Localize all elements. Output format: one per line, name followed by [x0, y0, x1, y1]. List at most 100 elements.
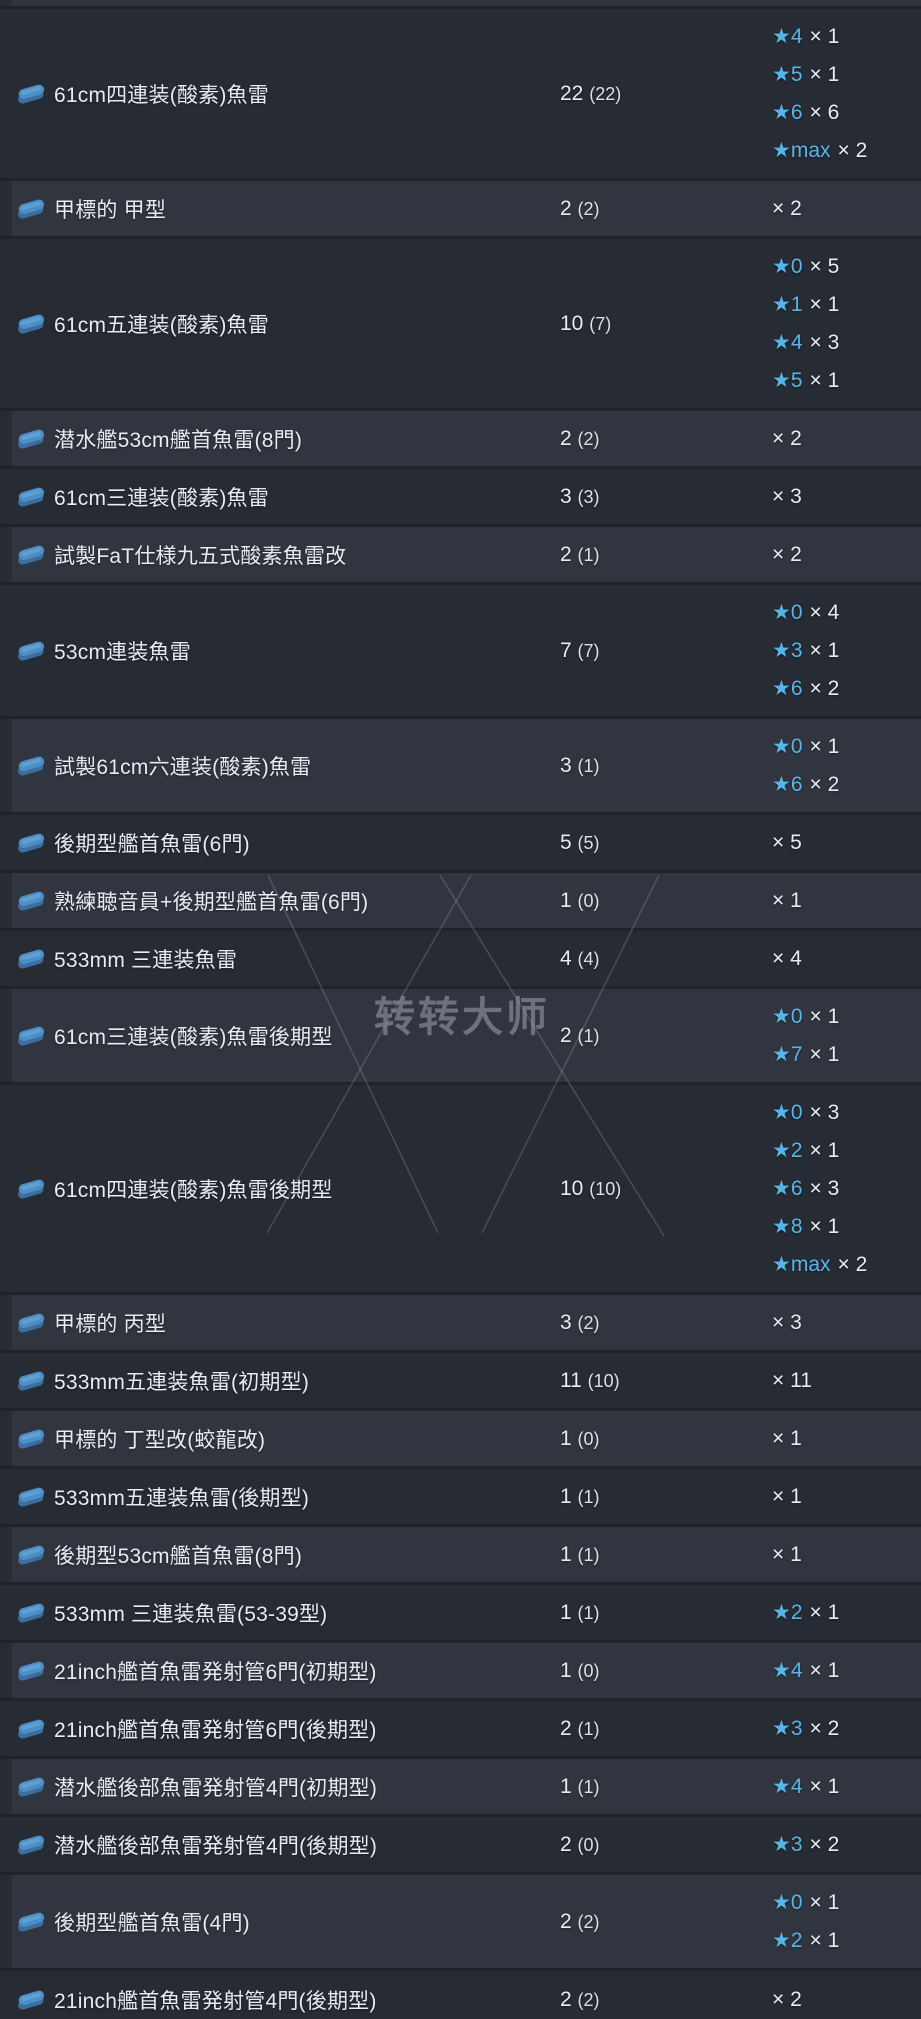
count-total: 4	[560, 946, 572, 970]
star-level-list: ★0 × 5 ★1 × 1 ★4 × 3 ★5 × 1	[772, 248, 921, 400]
equipment-count: 10 (10)	[560, 1177, 772, 1201]
equipment-name: 甲標的 丁型改(蛟龍改)	[54, 1428, 266, 1452]
star-level-list: ★2 × 1	[772, 1594, 921, 1632]
star-level-list: × 11	[772, 1362, 921, 1400]
star-level-entry: × 1	[772, 882, 921, 920]
equipment-row: 61cm五連装(酸素)魚雷 10 (7) ★0 × 5 ★1 × 1 ★4 × 3 ★5 × …	[0, 239, 921, 411]
equipment-count: 2 (1)	[560, 543, 772, 567]
torpedo-icon	[14, 638, 54, 664]
equipment-count: 1 (1)	[560, 1485, 772, 1509]
equipment-name: 61cm三連装(酸素)魚雷後期型	[54, 1025, 333, 1049]
equipment-name: 後期型艦首魚雷(4門)	[54, 1911, 250, 1935]
count-total: 7	[560, 638, 572, 662]
torpedo-icon	[14, 1909, 54, 1935]
star-level: ★4	[772, 1658, 803, 1682]
star-quantity: × 1	[809, 292, 840, 316]
count-locked-note: (4)	[577, 948, 600, 969]
equipment-count: 1 (1)	[560, 1775, 772, 1799]
star-quantity: × 1	[772, 888, 802, 912]
count-locked-note: (1)	[577, 1776, 600, 1797]
equipment-count: 2 (2)	[560, 197, 772, 221]
torpedo-icon	[14, 1987, 54, 2013]
star-quantity: × 2	[809, 1832, 840, 1856]
star-quantity: × 2	[772, 1988, 802, 2011]
equipment-name: 61cm四連装(酸素)魚雷後期型	[54, 1178, 333, 1202]
equipment-row: 61cm四連装(酸素)魚雷 22 (22) ★4 × 1 ★5 × 1 ★6 × 6 ★ma…	[0, 9, 921, 181]
equipment-name: 21inch艦首魚雷発射管4門(後期型)	[54, 1990, 377, 2013]
equipment-name: 潜水艦後部魚雷発射管4門(初期型)	[54, 1776, 378, 1800]
star-quantity: × 11	[772, 1368, 812, 1392]
star-quantity: × 1	[809, 734, 840, 758]
count-locked-note: (0)	[577, 1660, 600, 1681]
count-total: 2	[560, 1023, 572, 1047]
equipment-count: 1 (0)	[560, 1659, 772, 1683]
star-level-entry: ★0 × 1	[772, 728, 921, 766]
star-quantity: × 3	[772, 1310, 802, 1334]
equipment-count: 5 (5)	[560, 831, 772, 855]
star-level-list: ★4 × 1 ★5 × 1 ★6 × 6 ★max × 2	[772, 18, 921, 170]
equipment-row: 後期型艦首魚雷(4門) 2 (2) ★0 × 1 ★2 × 1	[0, 1875, 921, 1971]
star-quantity: × 1	[809, 1042, 840, 1066]
star-level-entry: ★8 × 1	[772, 1208, 921, 1246]
count-locked-note: (0)	[577, 890, 600, 911]
star-level: ★2	[772, 1138, 803, 1162]
star-quantity: × 2	[772, 196, 802, 220]
count-total: 2	[560, 1716, 572, 1740]
star-level-entry: ★4 × 1	[772, 1652, 921, 1690]
star-quantity: × 1	[772, 1484, 802, 1508]
star-quantity: × 2	[772, 542, 802, 566]
torpedo-icon	[14, 1600, 54, 1626]
torpedo-icon	[14, 426, 54, 452]
equipment-name: 21inch艦首魚雷発射管6門(後期型)	[54, 1718, 377, 1742]
equipment-count: 1 (0)	[560, 889, 772, 913]
torpedo-icon	[14, 946, 54, 972]
star-quantity: × 4	[772, 946, 802, 970]
count-total: 22	[560, 81, 584, 105]
equipment-row: 甲標的 丙型 3 (2) × 3	[0, 1295, 921, 1353]
torpedo-icon	[14, 1426, 54, 1452]
count-total: 1	[560, 888, 572, 912]
star-level-list: × 2	[772, 190, 921, 228]
equipment-row: 潜水艦後部魚雷発射管4門(初期型) 1 (1) ★4 × 1	[0, 1759, 921, 1817]
star-level-entry: × 2	[772, 536, 921, 574]
star-quantity: × 1	[809, 1928, 840, 1952]
equipment-count: 1 (0)	[560, 1427, 772, 1451]
star-level-entry: ★0 × 1	[772, 1884, 921, 1922]
equipment-row: 潜水艦53cm艦首魚雷(8門) 2 (2) × 2	[0, 411, 921, 469]
star-level-entry: ★6 × 6	[772, 94, 921, 132]
torpedo-icon	[14, 484, 54, 510]
equipment-name: 後期型艦首魚雷(6門)	[54, 832, 250, 856]
star-quantity: × 3	[809, 330, 840, 354]
star-level: ★6	[772, 100, 803, 124]
star-level-entry: ★0 × 4	[772, 594, 921, 632]
count-locked-note: (2)	[577, 428, 600, 449]
star-quantity: × 1	[809, 1138, 840, 1162]
equipment-row: 21inch艦首魚雷発射管6門(後期型) 2 (1) ★3 × 2	[0, 1701, 921, 1759]
count-total: 11	[560, 1368, 582, 1392]
count-total: 2	[560, 426, 572, 450]
equipment-count: 2 (2)	[560, 1910, 772, 1934]
star-level: ★0	[772, 734, 803, 758]
count-locked-note: (1)	[577, 755, 600, 776]
star-level-entry: × 5	[772, 824, 921, 862]
count-locked-note: (10)	[589, 1178, 622, 1199]
star-quantity: × 3	[772, 484, 802, 508]
count-locked-note: (2)	[577, 1990, 600, 2010]
equipment-name: 潜水艦53cm艦首魚雷(8門)	[54, 428, 303, 452]
count-total: 3	[560, 1310, 572, 1334]
star-level: ★max	[772, 138, 831, 162]
star-quantity: × 1	[809, 1004, 840, 1028]
star-level-entry: × 1	[772, 1420, 921, 1458]
count-total: 3	[560, 484, 572, 508]
equipment-row: 21inch艦首魚雷発射管4門(後期型) 2 (2) × 2	[0, 1971, 921, 2019]
star-quantity: × 1	[772, 1426, 802, 1450]
star-level-entry: ★6 × 3	[772, 1170, 921, 1208]
star-level-list: × 2	[772, 536, 921, 574]
count-locked-note: (2)	[577, 198, 600, 219]
equipment-count: 2 (1)	[560, 1024, 772, 1048]
star-quantity: × 2	[837, 1252, 868, 1276]
torpedo-icon	[14, 1310, 54, 1336]
star-level-entry: ★5 × 1	[772, 56, 921, 94]
star-quantity: × 4	[809, 600, 840, 624]
equipment-name: 61cm三連装(酸素)魚雷	[54, 486, 269, 510]
